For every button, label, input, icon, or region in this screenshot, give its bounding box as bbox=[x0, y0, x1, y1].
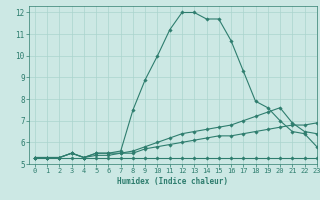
X-axis label: Humidex (Indice chaleur): Humidex (Indice chaleur) bbox=[117, 177, 228, 186]
